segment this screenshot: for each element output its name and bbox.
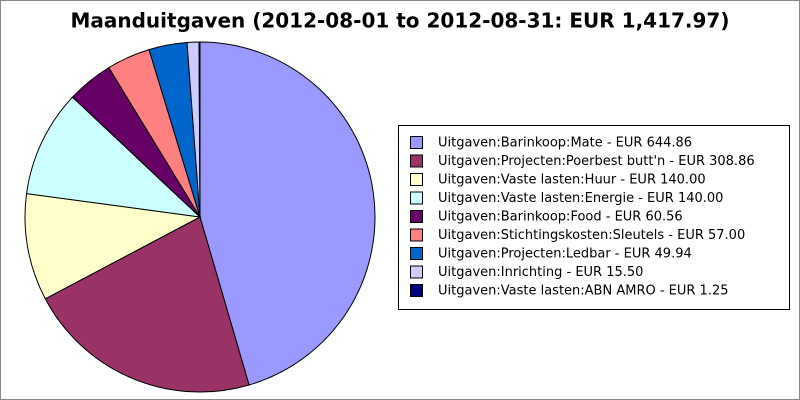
legend-swatch [410, 210, 423, 223]
legend-swatch [410, 265, 423, 279]
legend: Uitgaven:Barinkoop:Mate - EUR 644.86 Uitg… [410, 136, 755, 299]
legend-swatch [410, 191, 423, 205]
legend-swatch [410, 136, 423, 149]
legend-label: Uitgaven:Stichtingskosten:Sleutels - EUR… [438, 228, 745, 243]
legend-swatch [410, 228, 423, 242]
legend-swatch [410, 154, 423, 168]
legend-label: Uitgaven:Projecten:Poerbest butt'n - EUR… [438, 154, 755, 169]
legend-swatch [410, 247, 423, 260]
pie-slice [44, 216, 250, 393]
legend-box [398, 125, 790, 310]
legend-label: Uitgaven:Vaste lasten:ABN AMRO - EUR 1.2… [438, 284, 729, 299]
chart-title: Maanduitgaven (2012-08-01 to 2012-08-31:… [70, 9, 729, 33]
pie-slice [199, 41, 376, 386]
legend-label: Uitgaven:Vaste lasten:Huur - EUR 140.00 [438, 173, 706, 188]
legend-label: Uitgaven:Projecten:Ledbar - EUR 49.94 [438, 247, 692, 262]
legend-label: Uitgaven:Vaste lasten:Energie - EUR 140.… [438, 191, 723, 206]
legend-label: Uitgaven:Barinkoop:Food - EUR 60.56 [438, 210, 683, 225]
pie-slice [26, 96, 202, 218]
pie-slice [24, 193, 202, 300]
legend-label: Uitgaven:Inrichting - EUR 15.50 [438, 265, 643, 280]
legend-swatch [410, 173, 423, 186]
legend-swatch [410, 284, 423, 297]
legend-label: Uitgaven:Barinkoop:Mate - EUR 644.86 [438, 136, 692, 151]
pie-slice [198, 41, 201, 218]
